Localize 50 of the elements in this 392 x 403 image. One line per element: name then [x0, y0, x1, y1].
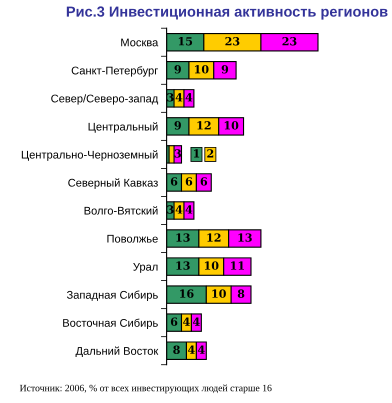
text: Источник: 2006, % от всех инвестирующих людей старше 16 — [20, 384, 272, 394]
data-label: 10 — [224, 121, 238, 130]
data-label: 8 — [238, 289, 244, 298]
y-tick-label: Центрально-Черноземный — [22, 150, 158, 161]
data-label: 12 — [197, 121, 211, 130]
data-label: 4 — [192, 317, 200, 326]
data-label: 2 — [207, 149, 214, 158]
y-tick-label: Северный Кавказ — [68, 178, 158, 189]
data-label: 9 — [174, 65, 181, 74]
data-label: 11 — [230, 261, 244, 270]
data-label: 15 — [178, 37, 192, 46]
data-label: 9 — [174, 121, 181, 130]
data-label: 1 — [194, 149, 200, 158]
data-label: 4 — [198, 346, 205, 354]
data-label: 4 — [176, 93, 182, 102]
y-tick-label: Москва — [121, 38, 158, 46]
y-tick-label: Восточная Сибирь — [63, 318, 158, 330]
y-tick-label: Дальний Восток — [76, 346, 158, 357]
data-label: 13 — [176, 261, 190, 270]
data-label: 3 — [167, 93, 174, 102]
data-label: 4 — [176, 205, 182, 214]
data-label: 13 — [238, 233, 252, 242]
y-tick-label: Западная Сибирь — [66, 290, 158, 301]
data-label: 6 — [170, 177, 178, 186]
data-label: 4 — [188, 346, 195, 354]
data-label: 6 — [200, 177, 208, 186]
data-label: 12 — [207, 233, 220, 242]
data-label: 3 — [167, 205, 174, 214]
data-label: 10 — [212, 289, 226, 298]
data-label: 13 — [176, 233, 190, 242]
y-tick-label: Урал — [133, 262, 158, 273]
y-tick-label: Поволжье — [107, 234, 158, 243]
data-label: 6 — [170, 317, 178, 326]
y-tick-label: Север/Северо-запад — [51, 94, 158, 105]
data-label: 23 — [282, 37, 296, 46]
data-label: 23 — [225, 37, 240, 46]
data-label: 4 — [183, 317, 190, 326]
y-tick-label: Центральный — [88, 122, 158, 133]
data-label: 4 — [186, 205, 192, 214]
data-label: 3 — [174, 149, 181, 158]
y-tick-label: Санкт-Петербург — [72, 66, 158, 77]
data-label: 9 — [222, 65, 228, 74]
data-label: 10 — [194, 65, 209, 74]
data-label: 8 — [173, 346, 180, 354]
data-label: 6 — [186, 177, 192, 186]
data-label: 4 — [186, 93, 192, 102]
data-label: 10 — [204, 261, 218, 270]
y-tick-label: Волго-Вятский — [84, 206, 158, 215]
data-label: 16 — [180, 289, 194, 298]
chart-title: Рис.3 Инвестиционная активность регионов — [66, 6, 388, 20]
